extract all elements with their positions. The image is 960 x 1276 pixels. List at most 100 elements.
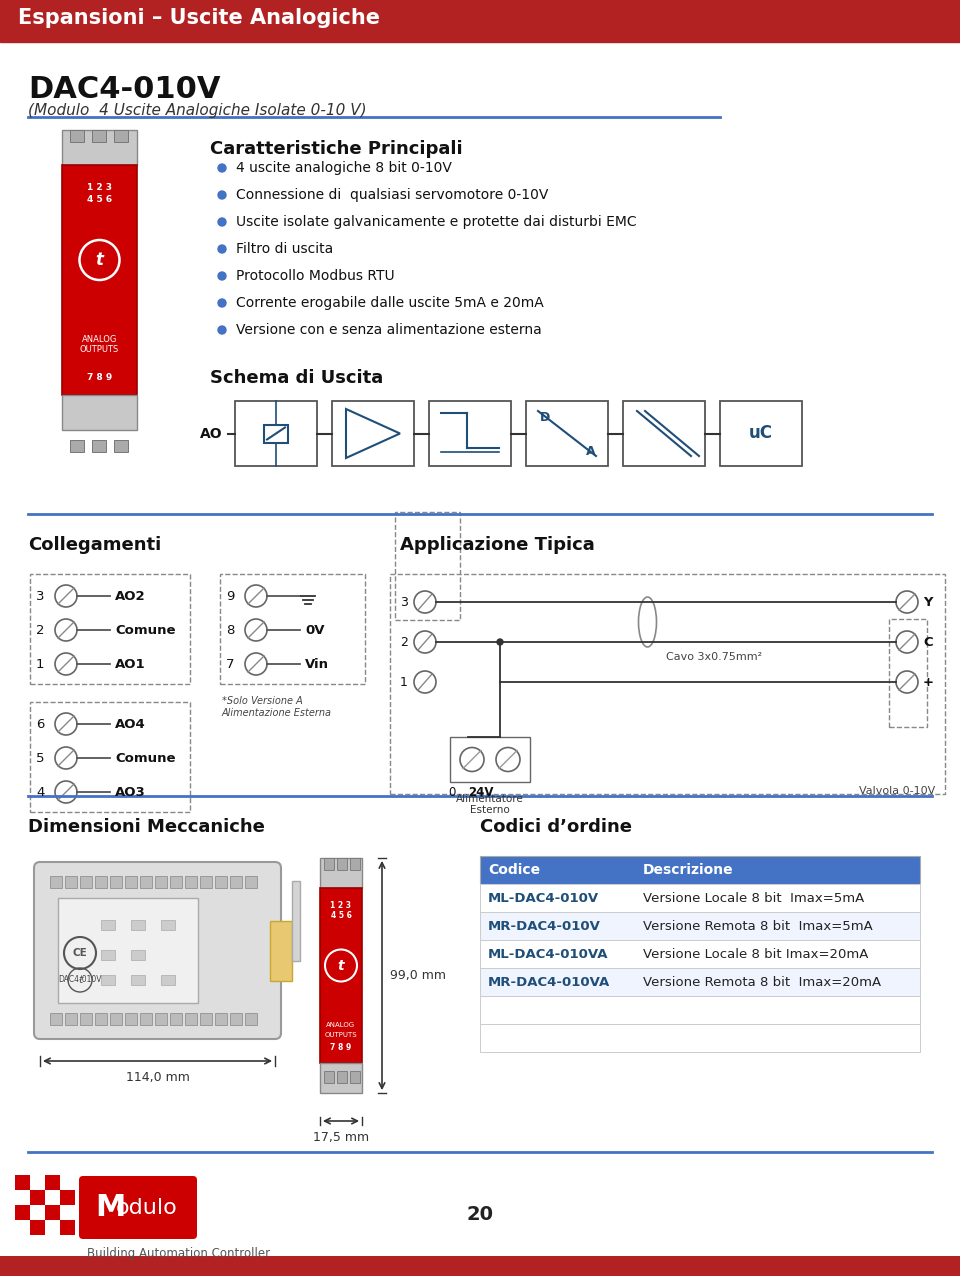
Bar <box>889 619 927 727</box>
Text: 7 8 9: 7 8 9 <box>86 373 112 382</box>
Bar <box>395 512 460 620</box>
Text: 8: 8 <box>226 624 234 637</box>
Bar <box>0 0 960 42</box>
Text: 9: 9 <box>226 590 234 602</box>
Bar <box>58 898 198 1003</box>
Bar <box>332 401 414 466</box>
Circle shape <box>218 299 226 308</box>
Circle shape <box>497 639 503 644</box>
Text: Espansioni – Uscite Analogiche: Espansioni – Uscite Analogiche <box>18 8 380 28</box>
Bar <box>230 877 242 888</box>
Text: AO2: AO2 <box>115 590 146 602</box>
Bar <box>320 888 362 1063</box>
Bar <box>245 1013 257 1025</box>
Text: 2: 2 <box>400 635 408 648</box>
Bar <box>350 857 360 870</box>
Bar <box>390 574 945 794</box>
Circle shape <box>218 165 226 172</box>
Text: Cavo 3x0.75mm²: Cavo 3x0.75mm² <box>665 652 761 662</box>
Bar <box>170 877 182 888</box>
Text: t: t <box>338 958 345 972</box>
Bar <box>125 877 137 888</box>
Bar <box>125 1013 137 1025</box>
Bar <box>161 920 175 930</box>
Bar <box>623 401 705 466</box>
Text: Codici d’ordine: Codici d’ordine <box>480 818 632 836</box>
Bar <box>45 1205 60 1220</box>
Bar <box>235 401 317 466</box>
Bar <box>101 951 115 960</box>
Bar <box>15 1220 30 1235</box>
Text: Versione Locale 8 bit  Imax=5mA: Versione Locale 8 bit Imax=5mA <box>643 892 864 905</box>
Text: Esterno: Esterno <box>470 805 510 815</box>
Bar <box>131 951 145 960</box>
Bar <box>140 877 152 888</box>
Text: Schema di Uscita: Schema di Uscita <box>210 369 383 387</box>
Text: Codice: Codice <box>488 863 540 877</box>
Text: Y: Y <box>923 596 932 609</box>
Text: ML-DAC4-010V: ML-DAC4-010V <box>488 892 599 905</box>
Bar <box>30 1175 45 1191</box>
Text: 7: 7 <box>226 657 234 670</box>
Text: t: t <box>95 251 104 269</box>
Bar <box>131 975 145 985</box>
Text: ML-DAC4-010VA: ML-DAC4-010VA <box>488 948 609 961</box>
FancyBboxPatch shape <box>34 863 281 1039</box>
Text: 4: 4 <box>36 786 44 799</box>
Bar <box>80 877 92 888</box>
Bar <box>114 440 128 452</box>
Text: t: t <box>78 975 83 985</box>
Bar <box>114 130 128 142</box>
Text: 99,0 mm: 99,0 mm <box>390 968 446 983</box>
Text: Building Automation Controller: Building Automation Controller <box>87 1247 270 1259</box>
Bar <box>245 877 257 888</box>
Bar <box>200 1013 212 1025</box>
Bar <box>30 702 190 812</box>
Bar <box>110 877 122 888</box>
Bar <box>480 1025 920 1051</box>
Text: uC: uC <box>749 425 773 443</box>
Bar <box>101 975 115 985</box>
Circle shape <box>218 191 226 199</box>
Text: 3: 3 <box>400 596 408 609</box>
Text: 1: 1 <box>36 657 44 670</box>
Circle shape <box>218 245 226 253</box>
Bar <box>50 877 62 888</box>
Bar <box>480 968 920 997</box>
FancyBboxPatch shape <box>79 1176 197 1239</box>
Text: AO: AO <box>200 426 223 440</box>
Bar <box>0 1256 960 1276</box>
Text: CE: CE <box>73 948 87 958</box>
Bar <box>65 877 77 888</box>
Bar <box>62 396 137 430</box>
Bar <box>92 440 106 452</box>
Text: DAC4-010V: DAC4-010V <box>28 75 221 105</box>
Text: 1 2 3: 1 2 3 <box>330 902 351 911</box>
Text: (Modulo  4 Uscite Analogiche Isolate 0-10 V): (Modulo 4 Uscite Analogiche Isolate 0-10… <box>28 103 367 117</box>
Text: *Solo Versione A: *Solo Versione A <box>222 695 302 706</box>
Text: 6: 6 <box>36 717 44 730</box>
Text: Versione Remota 8 bit  Imax=20mA: Versione Remota 8 bit Imax=20mA <box>643 975 881 989</box>
Text: DAC4-010V: DAC4-010V <box>59 975 102 985</box>
Text: +: + <box>923 675 934 689</box>
Bar <box>15 1191 30 1205</box>
Text: 4 uscite analogiche 8 bit 0-10V: 4 uscite analogiche 8 bit 0-10V <box>236 161 452 175</box>
Bar <box>140 1013 152 1025</box>
Text: Versione Remota 8 bit  Imax=5mA: Versione Remota 8 bit Imax=5mA <box>643 920 873 933</box>
Bar <box>264 425 288 443</box>
Text: Collegamenti: Collegamenti <box>28 536 161 554</box>
Text: 17,5 mm: 17,5 mm <box>313 1131 369 1145</box>
Text: Alimentazione Esterna: Alimentazione Esterna <box>222 708 332 718</box>
Bar <box>95 877 107 888</box>
Text: Uscite isolate galvanicamente e protette dai disturbi EMC: Uscite isolate galvanicamente e protette… <box>236 214 636 228</box>
Bar <box>429 401 511 466</box>
Text: Filtro di uscita: Filtro di uscita <box>236 242 333 256</box>
Bar <box>30 1191 45 1205</box>
Text: 114,0 mm: 114,0 mm <box>126 1071 189 1085</box>
Bar <box>720 401 802 466</box>
Bar <box>480 940 920 968</box>
Bar <box>270 920 292 980</box>
Text: 2: 2 <box>36 624 44 637</box>
Bar <box>60 1205 75 1220</box>
Bar <box>92 130 106 142</box>
